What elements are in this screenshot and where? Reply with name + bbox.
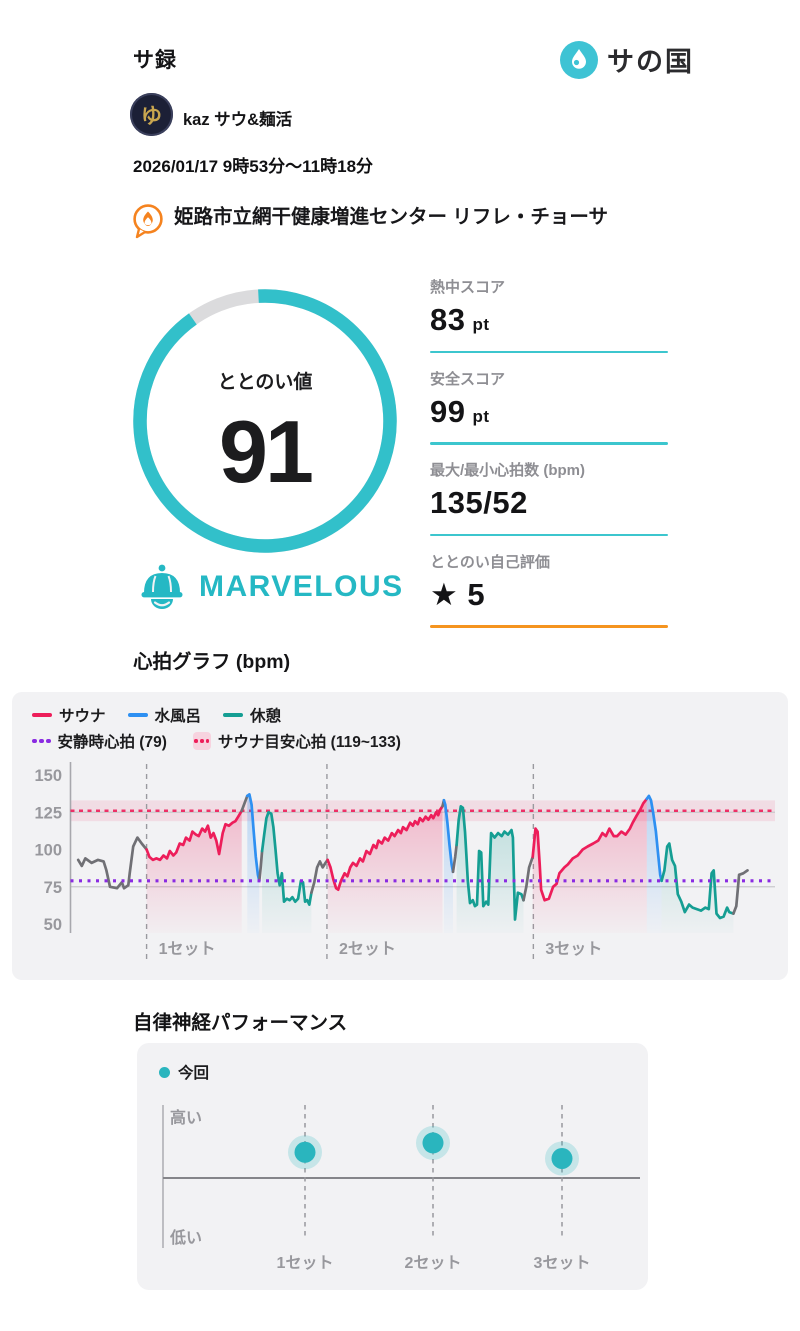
legend-item-resting: 安静時心拍 (79) <box>32 730 167 752</box>
ans-section-title: 自律神経パフォーマンス <box>133 1012 348 1034</box>
ans-chart-card: 高い低い 1セット 2セット 3セット 今回 <box>137 1043 648 1290</box>
legend-line-icon <box>32 712 52 718</box>
hr-chart: 150 125 100 75 50 1セット 2セット 3セット <box>34 762 775 960</box>
stat-item-3: 最大/最小心拍数 (bpm) 135/52 <box>430 459 668 537</box>
stat-item-2: 安全スコア 99 pt <box>430 368 668 445</box>
legend-item: 休憩 <box>223 704 281 726</box>
stat-unit: pt <box>472 406 490 426</box>
dotted-line-icon <box>32 738 51 744</box>
stat-value: ★ 5 <box>430 576 486 612</box>
water-drop-icon <box>560 40 598 79</box>
legend-line-icon <box>223 712 244 718</box>
hr-section-title: 心拍グラフ (bpm) <box>133 651 291 673</box>
hr-chart-card: 150 125 100 75 50 1セット 2セット 3セット サウナ 水風呂 休憩 安静時… <box>12 692 788 980</box>
svg-text:3セット: 3セット <box>534 1255 591 1272</box>
svg-text:高い: 高い <box>170 1108 202 1127</box>
brand-logo: サの国 <box>560 40 694 79</box>
stat-underline <box>430 350 668 353</box>
svg-text:1セット: 1セット <box>277 1255 334 1272</box>
stat-label: ととのい自己評価 <box>430 553 550 571</box>
sauna-location-icon <box>133 204 163 239</box>
svg-text:75: 75 <box>44 879 62 897</box>
svg-text:125: 125 <box>34 804 62 822</box>
stat-item-4: ととのい自己評価 ★ 5 <box>430 551 668 628</box>
hr-legend-reference: 安静時心拍 (79) サウナ目安心拍 (119~133) <box>32 730 401 752</box>
page-title: サ録 <box>133 49 177 72</box>
stat-item-1: 熱中スコア 83 pt <box>430 276 668 353</box>
svg-text:50: 50 <box>44 916 62 934</box>
target-band-icon <box>192 732 211 750</box>
stat-underline <box>430 442 668 445</box>
ans-legend: 今回 <box>159 1061 209 1083</box>
facility-name: 姫路市立網干健康増進センター リフレ・チョーサ <box>174 206 609 228</box>
brand-name: サの国 <box>607 47 694 77</box>
svg-text:3セット: 3セット <box>545 941 602 958</box>
svg-text:91: 91 <box>219 402 312 501</box>
svg-text:1セット: 1セット <box>159 941 216 958</box>
avatar-glyph: ゆ <box>141 103 162 128</box>
legend-item-target: サウナ目安心拍 (119~133) <box>192 730 401 752</box>
legend-item: 水風呂 <box>127 704 201 726</box>
svg-text:低い: 低い <box>169 1228 202 1247</box>
stat-label: 安全スコア <box>430 370 506 388</box>
legend-item: サウナ <box>32 704 106 726</box>
stat-value: 83 pt <box>430 302 490 337</box>
stat-label: 最大/最小心拍数 (bpm) <box>430 462 585 480</box>
stat-unit: pt <box>472 315 490 334</box>
totonoi-gauge: ととのい値 91 <box>128 284 402 558</box>
hr-legend-series: サウナ 水風呂 休憩 <box>32 704 281 726</box>
stat-value: 99 pt <box>430 393 490 429</box>
avatar: ゆ <box>130 93 173 136</box>
stat-underline <box>430 533 668 537</box>
svg-text:100: 100 <box>34 842 62 860</box>
svg-text:2セット: 2セット <box>339 941 396 958</box>
svg-text:ととのい値: ととのい値 <box>218 371 313 393</box>
rating-label: MARVELOUS <box>199 570 404 603</box>
legend-dot-icon <box>159 1066 170 1078</box>
totonoi-gauge-ring: ととのい値 91 <box>133 289 397 553</box>
legend-line-icon <box>127 712 148 718</box>
facility-row: 姫路市立網干健康増進センター リフレ・チョーサ <box>131 203 671 240</box>
user-name: kaz サウ&麺活 <box>183 111 293 129</box>
stat-underline <box>430 625 668 628</box>
ans-legend-label: 今回 <box>178 1065 210 1082</box>
stat-label: 熱中スコア <box>430 279 506 296</box>
svg-text:2セット: 2セット <box>405 1255 462 1272</box>
session-datetime: 2026/01/17 9時53分〜11時18分 <box>133 157 374 176</box>
sauna-hat-icon <box>141 564 183 609</box>
svg-text:150: 150 <box>34 767 62 785</box>
rating-row: MARVELOUS <box>138 562 404 612</box>
stat-value: 135/52 <box>430 485 528 521</box>
